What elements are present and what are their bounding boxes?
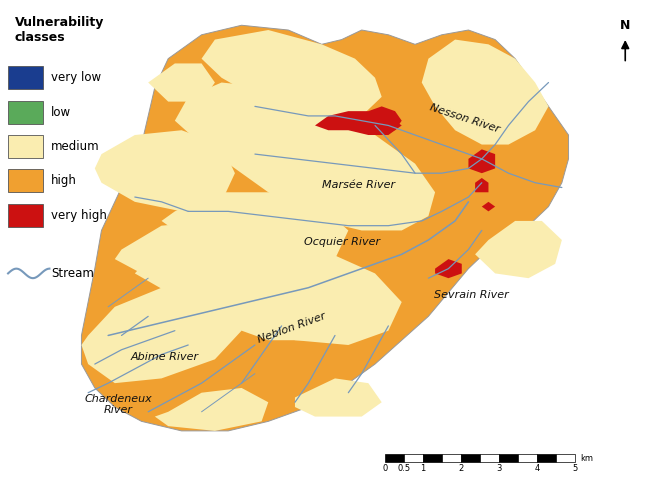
Polygon shape [94, 130, 235, 211]
Bar [8, 135, 43, 158]
Polygon shape [148, 63, 215, 102]
Bar [480, 454, 499, 462]
Text: 0.5: 0.5 [397, 464, 411, 473]
Text: 5: 5 [573, 464, 578, 473]
Bar [8, 204, 43, 227]
Bar [8, 101, 43, 123]
Polygon shape [115, 221, 402, 345]
Text: Ocquier River: Ocquier River [304, 238, 380, 247]
Text: 4: 4 [535, 464, 540, 473]
Text: Stream: Stream [51, 267, 94, 280]
Polygon shape [435, 259, 462, 278]
Text: medium: medium [51, 140, 99, 153]
Bar [385, 454, 404, 462]
Polygon shape [161, 192, 348, 269]
Text: Neblon River: Neblon River [256, 312, 327, 345]
Polygon shape [202, 30, 382, 125]
Bar [537, 454, 556, 462]
Polygon shape [155, 388, 268, 431]
Polygon shape [295, 378, 382, 417]
Text: Abime River: Abime River [131, 352, 199, 362]
Polygon shape [315, 111, 402, 135]
Bar [404, 454, 423, 462]
Bar [442, 454, 461, 462]
Polygon shape [421, 39, 549, 144]
Bar [556, 454, 576, 462]
Polygon shape [135, 245, 348, 340]
Text: 0: 0 [383, 464, 388, 473]
Text: Nesson River: Nesson River [429, 102, 501, 134]
Bar [423, 454, 442, 462]
Bar [461, 454, 480, 462]
Polygon shape [175, 83, 435, 230]
Bar [8, 169, 43, 192]
Text: low: low [51, 106, 71, 119]
Text: Sevrain River: Sevrain River [434, 290, 509, 300]
Text: very low: very low [51, 71, 101, 84]
Text: N: N [620, 19, 630, 32]
Text: Vulnerability
classes: Vulnerability classes [15, 16, 104, 44]
Text: 3: 3 [496, 464, 502, 473]
Text: 2: 2 [458, 464, 464, 473]
Polygon shape [369, 107, 402, 130]
Bar [8, 66, 43, 89]
Bar [499, 454, 518, 462]
Polygon shape [468, 149, 495, 173]
Text: high: high [51, 174, 76, 187]
Text: 1: 1 [421, 464, 425, 473]
Polygon shape [475, 221, 562, 278]
Text: km: km [580, 454, 594, 463]
Text: very high: very high [51, 209, 107, 222]
Polygon shape [482, 202, 495, 211]
Text: Chardeneux
River: Chardeneux River [84, 394, 152, 416]
Text: Marsée River: Marsée River [322, 180, 395, 190]
Polygon shape [82, 25, 569, 431]
Polygon shape [222, 107, 362, 202]
Polygon shape [82, 288, 242, 383]
Polygon shape [475, 178, 488, 192]
Bar [518, 454, 537, 462]
